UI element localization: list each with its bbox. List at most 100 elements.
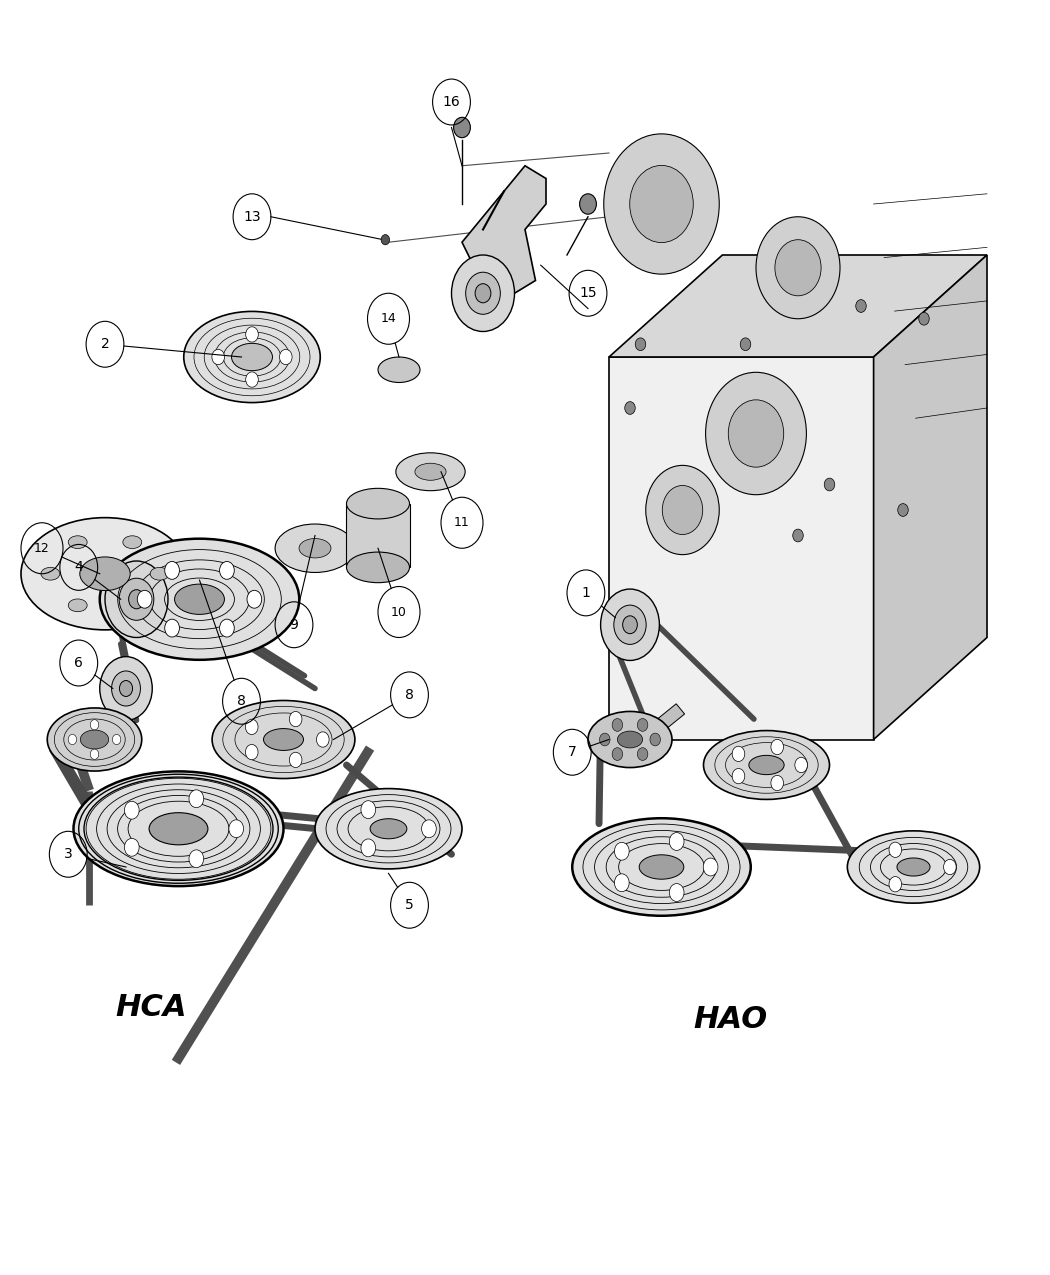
Circle shape [466,273,500,315]
Circle shape [246,372,258,388]
Ellipse shape [847,831,980,903]
Text: 4: 4 [75,561,83,574]
Ellipse shape [396,453,465,491]
Ellipse shape [80,731,109,748]
Circle shape [740,338,751,351]
Circle shape [663,486,702,534]
Text: 12: 12 [34,542,50,555]
Circle shape [889,877,902,892]
Circle shape [421,820,437,838]
Text: 1: 1 [582,586,590,599]
Text: 13: 13 [244,210,260,223]
Circle shape [219,620,234,638]
Text: HAO: HAO [693,1006,768,1034]
Circle shape [475,284,491,303]
Ellipse shape [123,599,142,612]
Circle shape [120,681,132,696]
Circle shape [138,590,152,608]
Polygon shape [651,704,685,734]
Circle shape [635,338,646,351]
Circle shape [111,671,141,706]
Circle shape [944,859,957,875]
Circle shape [125,801,140,819]
Circle shape [128,589,145,609]
Circle shape [452,255,514,332]
Text: 8: 8 [237,695,246,708]
Ellipse shape [264,728,303,751]
Ellipse shape [617,731,643,748]
Circle shape [247,590,261,608]
Circle shape [316,732,329,747]
Polygon shape [462,166,546,306]
Ellipse shape [588,711,672,768]
Text: 6: 6 [75,657,83,669]
Circle shape [381,235,390,245]
Ellipse shape [100,538,299,660]
Circle shape [637,719,648,732]
Circle shape [669,833,684,850]
Circle shape [732,746,744,761]
Circle shape [775,240,821,296]
Ellipse shape [346,488,410,519]
Ellipse shape [150,567,169,580]
Ellipse shape [68,536,87,548]
Circle shape [229,820,244,838]
Ellipse shape [74,771,284,886]
Polygon shape [609,357,874,740]
Circle shape [290,711,302,727]
Ellipse shape [47,708,142,771]
Circle shape [68,734,77,745]
Circle shape [601,589,659,660]
Ellipse shape [378,357,420,382]
Ellipse shape [346,552,410,583]
Text: 15: 15 [580,287,596,300]
Text: 14: 14 [380,312,397,325]
Circle shape [623,616,637,634]
Ellipse shape [749,755,784,775]
Circle shape [824,478,835,491]
Polygon shape [609,255,987,357]
Text: 2: 2 [101,338,109,351]
Text: 16: 16 [443,96,460,108]
Ellipse shape [299,538,331,558]
Ellipse shape [897,858,930,876]
Circle shape [669,884,684,901]
Circle shape [614,606,646,644]
Circle shape [612,719,623,732]
Text: 7: 7 [568,746,576,759]
Ellipse shape [315,788,462,870]
Text: 11: 11 [454,516,470,529]
Circle shape [125,839,140,857]
Ellipse shape [174,584,225,615]
Circle shape [189,789,204,807]
Ellipse shape [149,812,208,845]
Circle shape [361,801,376,819]
Circle shape [189,850,204,868]
Circle shape [105,561,168,638]
Circle shape [290,752,302,768]
Circle shape [165,620,180,638]
Circle shape [246,745,258,760]
Ellipse shape [704,731,830,799]
Circle shape [637,747,648,760]
Text: 10: 10 [391,606,407,618]
Circle shape [898,504,908,516]
Circle shape [614,843,629,861]
Circle shape [795,757,807,773]
Circle shape [165,561,180,579]
Circle shape [756,217,840,319]
Ellipse shape [572,819,751,915]
Ellipse shape [212,700,355,779]
Circle shape [650,733,660,746]
Ellipse shape [80,557,130,590]
Circle shape [704,858,718,876]
Polygon shape [874,255,987,740]
Circle shape [279,349,292,365]
Circle shape [120,579,153,621]
Circle shape [614,873,629,891]
Text: HCA: HCA [116,993,187,1021]
Circle shape [771,740,783,755]
Ellipse shape [123,536,142,548]
Circle shape [729,400,783,467]
Circle shape [706,372,806,495]
